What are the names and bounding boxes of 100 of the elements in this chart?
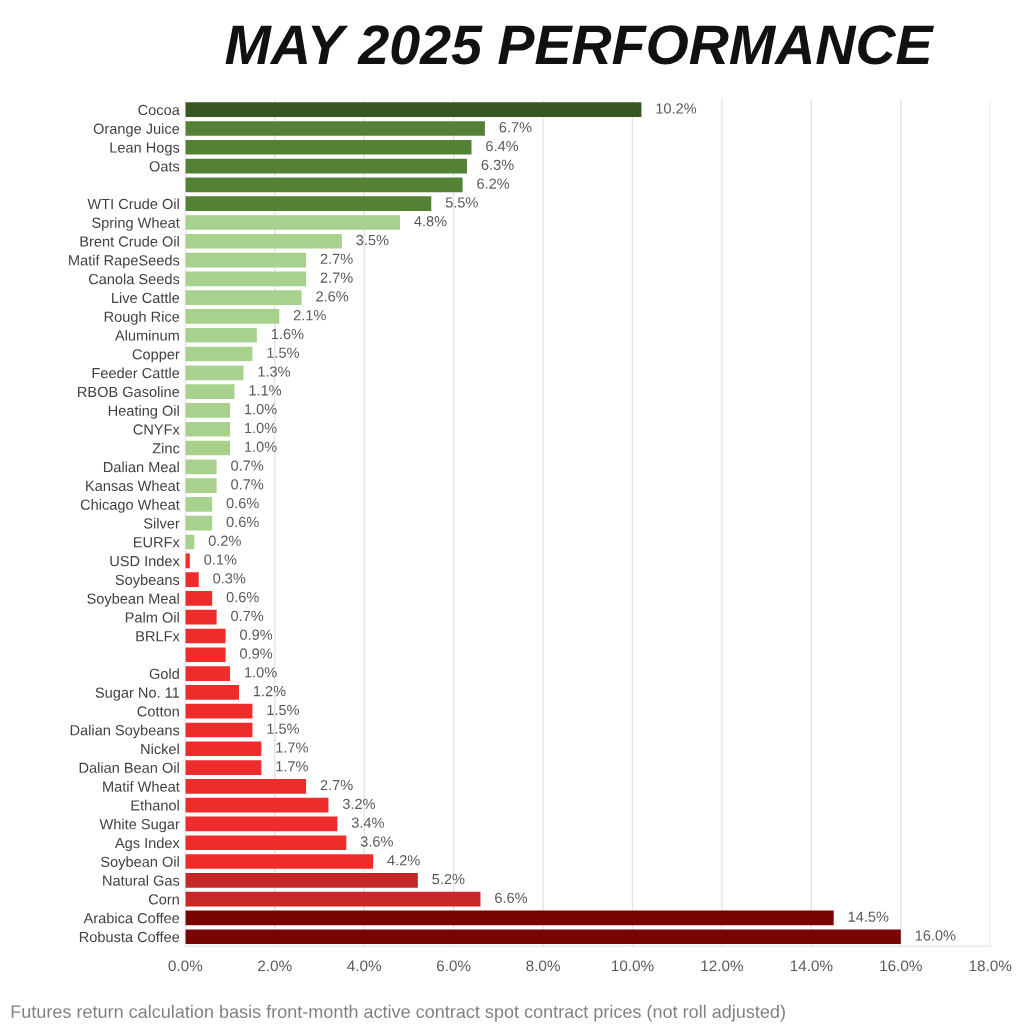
data-label: 0.7% <box>231 479 264 490</box>
y-tick-label: RBOB Gasoline <box>78 386 180 398</box>
y-tick-label: Sugar No. 11 <box>95 687 180 701</box>
y-tick-label: Corn <box>148 894 179 905</box>
y-tick-label: Lean Hogs <box>110 142 180 156</box>
bar <box>185 102 642 118</box>
bar <box>185 872 418 888</box>
y-tick-label: Dalian Soybeans <box>70 724 180 739</box>
bar <box>185 158 468 174</box>
y-tick-label: Dalian Bean Oil <box>79 762 179 773</box>
data-label: 4.8% <box>414 216 447 227</box>
data-label: 1.6% <box>271 328 304 340</box>
bar <box>185 139 472 155</box>
y-tick-label: Copper <box>132 349 180 363</box>
data-label: 2.7% <box>320 253 353 264</box>
x-tick-label: 8.0% <box>526 960 560 972</box>
bar <box>185 929 901 945</box>
bar <box>185 327 257 343</box>
x-tick-label: 14.0% <box>790 960 833 972</box>
data-label: 0.9% <box>240 648 273 659</box>
data-label: 6.2% <box>477 178 510 189</box>
y-tick-label: Heating Oil <box>108 405 179 419</box>
data-label: 1.0% <box>245 667 277 678</box>
data-label: 0.9% <box>240 629 273 640</box>
y-tick-label: Ethanol <box>131 799 179 811</box>
y-tick-label: Natural Gas <box>103 875 180 886</box>
y-tick-label: EURFx <box>133 537 180 548</box>
bar <box>185 403 231 418</box>
y-tick-label: Spring Wheat <box>92 217 180 231</box>
data-label: 1.0% <box>245 404 277 415</box>
data-label: 1.7% <box>276 742 308 753</box>
y-tick-label: Brent Crude Oil <box>80 235 179 247</box>
data-label: 0.6% <box>226 498 259 509</box>
bar <box>185 346 253 362</box>
data-label: 5.5% <box>445 197 478 208</box>
x-tick-label: 18.0% <box>969 960 1012 972</box>
y-tick-label: Canola Seeds <box>88 273 180 285</box>
data-label: 3.2% <box>342 798 376 810</box>
y-tick-label: Arabica Coffee <box>83 912 180 924</box>
x-tick-label: 12.0% <box>701 960 744 972</box>
data-label: 1.0% <box>245 422 277 434</box>
x-tick-label: 16.0% <box>880 960 922 972</box>
y-tick-label: WTI Crude Oil <box>87 198 179 210</box>
data-label: 2.7% <box>320 272 353 283</box>
bar <box>185 779 307 794</box>
bar <box>185 290 302 305</box>
bar <box>185 121 485 136</box>
bar <box>185 497 213 512</box>
bar <box>185 572 199 587</box>
data-label: 2.1% <box>293 310 326 321</box>
bar <box>185 233 342 249</box>
data-label: 10.2% <box>656 103 697 114</box>
y-tick-label: Silver <box>143 517 180 529</box>
data-label: 6.6% <box>495 892 528 904</box>
bar <box>185 835 347 851</box>
data-label: 0.7% <box>231 610 264 622</box>
y-tick-label: Robusta Coffee <box>79 931 180 943</box>
bar <box>185 891 481 907</box>
y-tick-label: Matif RapeSeeds <box>69 254 180 269</box>
data-label: 6.4% <box>486 140 519 152</box>
y-tick-label: BRLFx <box>136 631 180 642</box>
data-label: 1.1% <box>249 385 282 396</box>
y-tick-label: Chicago Wheat <box>80 499 180 513</box>
x-tick-label: 4.0% <box>347 960 382 972</box>
bar <box>185 722 253 738</box>
data-label: 5.2% <box>432 873 465 885</box>
x-tick-label: 10.0% <box>612 960 654 972</box>
y-tick-label: Kansas Wheat <box>86 480 180 492</box>
y-tick-label: CNYFx <box>133 424 180 435</box>
bar <box>185 816 338 832</box>
data-label: 1.7% <box>276 761 308 772</box>
bar <box>185 252 307 268</box>
data-label: 2.6% <box>316 291 349 302</box>
chart-title: MAY 2025 PERFORMANCE <box>225 25 934 65</box>
bar <box>185 440 231 456</box>
bar <box>185 515 213 531</box>
y-tick-label: Cocoa <box>138 104 180 116</box>
bar <box>185 309 280 324</box>
y-tick-label: Orange Juice <box>93 123 180 137</box>
text: Futures return calculation basis front-month active contract spot contract prices (not roll adjusted) <box>11 1004 785 1022</box>
y-tick-label: Zinc <box>152 442 180 454</box>
y-tick-label: USD Index <box>110 555 180 567</box>
data-label: 3.5% <box>356 234 389 246</box>
bar <box>185 666 231 681</box>
y-tick-label: Matif Wheat <box>103 781 180 792</box>
y-tick-label: Ags Index <box>114 837 180 852</box>
data-label: 16.0% <box>915 930 956 941</box>
bar <box>185 365 244 381</box>
data-label: 0.6% <box>226 591 259 603</box>
bar <box>185 421 231 437</box>
y-tick-label: Nickel <box>141 743 179 755</box>
bar <box>185 459 217 475</box>
data-label: 6.3% <box>481 159 514 170</box>
y-tick-label: Palm Oil <box>125 611 179 623</box>
data-label: 3.6% <box>360 836 393 847</box>
bar <box>185 741 262 757</box>
bar <box>185 797 329 813</box>
bar <box>185 628 226 644</box>
y-tick-label: Soybeans <box>115 574 180 588</box>
bar <box>185 591 213 606</box>
